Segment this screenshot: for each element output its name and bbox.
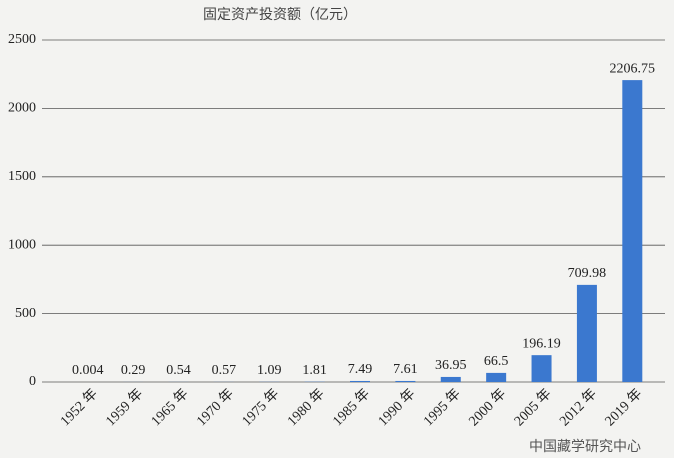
data-label: 0.54 bbox=[166, 363, 191, 378]
bar bbox=[350, 380, 370, 382]
data-label: 1.09 bbox=[257, 363, 282, 378]
data-label: 2206.75 bbox=[610, 61, 656, 76]
data-label: 7.49 bbox=[348, 362, 373, 377]
bar bbox=[395, 380, 416, 382]
bar bbox=[440, 376, 461, 382]
data-label: 709.98 bbox=[568, 266, 607, 281]
data-label: 66.5 bbox=[484, 354, 509, 369]
watermark: 中国藏学研究中心 bbox=[529, 439, 641, 455]
data-label: 0.57 bbox=[212, 363, 237, 378]
y-tick-label: 500 bbox=[15, 306, 36, 321]
data-label: 0.004 bbox=[72, 363, 104, 378]
data-label: 7.61 bbox=[393, 362, 418, 377]
y-tick-label: 1000 bbox=[8, 237, 36, 252]
y-tick-label: 2500 bbox=[8, 32, 36, 47]
bar bbox=[531, 355, 552, 382]
y-tick-label: 0 bbox=[29, 374, 36, 389]
data-label: 36.95 bbox=[435, 358, 467, 373]
data-label: 196.19 bbox=[522, 336, 561, 351]
data-label: 0.29 bbox=[121, 363, 146, 378]
bar bbox=[622, 80, 643, 382]
bar bbox=[486, 372, 507, 382]
bar bbox=[576, 284, 597, 382]
y-tick-label: 2000 bbox=[8, 101, 36, 116]
data-label: 1.81 bbox=[302, 363, 327, 378]
chart-title: 固定资产投资额（亿元） bbox=[203, 7, 357, 23]
y-tick-label: 1500 bbox=[8, 169, 36, 184]
